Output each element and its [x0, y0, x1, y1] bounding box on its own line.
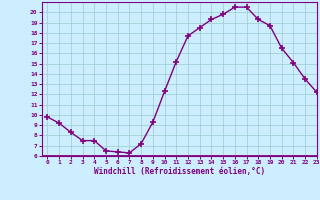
X-axis label: Windchill (Refroidissement éolien,°C): Windchill (Refroidissement éolien,°C): [94, 167, 265, 176]
